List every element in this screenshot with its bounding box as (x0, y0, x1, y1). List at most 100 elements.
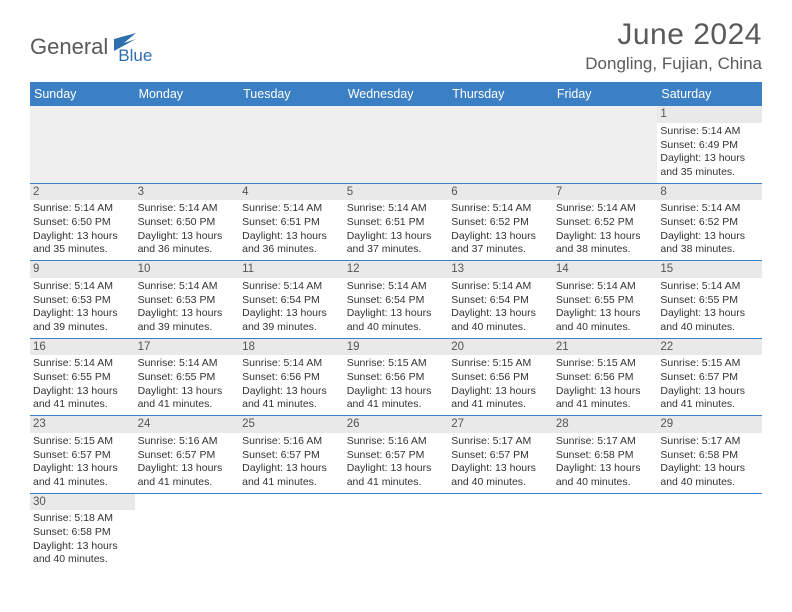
day-details: Sunrise: 5:17 AMSunset: 6:58 PMDaylight:… (556, 434, 655, 490)
day-details: Sunrise: 5:14 AMSunset: 6:53 PMDaylight:… (138, 279, 237, 335)
daylight-line: Daylight: 13 hours and 35 minutes. (33, 230, 132, 257)
day-details: Sunrise: 5:15 AMSunset: 6:56 PMDaylight:… (556, 356, 655, 412)
daylight-line: Daylight: 13 hours and 36 minutes. (242, 230, 341, 257)
weekday-header: Friday (553, 82, 658, 106)
sunrise-line: Sunrise: 5:14 AM (242, 357, 341, 371)
day-number: 3 (135, 184, 240, 201)
sunset-line: Sunset: 6:57 PM (660, 371, 759, 385)
sunrise-line: Sunrise: 5:14 AM (556, 202, 655, 216)
day-details: Sunrise: 5:14 AMSunset: 6:56 PMDaylight:… (242, 356, 341, 412)
day-number: 1 (657, 106, 762, 123)
day-number: 21 (553, 339, 658, 356)
daylight-line: Daylight: 13 hours and 41 minutes. (451, 385, 550, 412)
day-number: 2 (30, 184, 135, 201)
month-title: June 2024 (585, 18, 762, 52)
day-details: Sunrise: 5:14 AMSunset: 6:55 PMDaylight:… (33, 356, 132, 412)
day-details: Sunrise: 5:14 AMSunset: 6:52 PMDaylight:… (660, 201, 759, 257)
daylight-line: Daylight: 13 hours and 36 minutes. (138, 230, 237, 257)
calendar-cell: 23Sunrise: 5:15 AMSunset: 6:57 PMDayligh… (30, 416, 135, 494)
calendar-cell: 30Sunrise: 5:18 AMSunset: 6:58 PMDayligh… (30, 493, 135, 570)
daylight-line: Daylight: 13 hours and 41 minutes. (138, 385, 237, 412)
day-details: Sunrise: 5:18 AMSunset: 6:58 PMDaylight:… (33, 511, 132, 567)
sunset-line: Sunset: 6:58 PM (660, 449, 759, 463)
day-number: 12 (344, 261, 449, 278)
logo-text-blue: Blue (118, 28, 152, 66)
day-number: 27 (448, 416, 553, 433)
calendar-cell: 13Sunrise: 5:14 AMSunset: 6:54 PMDayligh… (448, 261, 553, 339)
calendar-cell (30, 106, 135, 183)
daylight-line: Daylight: 13 hours and 41 minutes. (242, 385, 341, 412)
page: General Blue June 2024 Dongling, Fujian,… (0, 0, 792, 588)
calendar-cell: 24Sunrise: 5:16 AMSunset: 6:57 PMDayligh… (135, 416, 240, 494)
sunset-line: Sunset: 6:56 PM (556, 371, 655, 385)
calendar-week: 16Sunrise: 5:14 AMSunset: 6:55 PMDayligh… (30, 338, 762, 416)
day-number: 20 (448, 339, 553, 356)
calendar-cell (448, 493, 553, 570)
day-details: Sunrise: 5:14 AMSunset: 6:53 PMDaylight:… (33, 279, 132, 335)
calendar-cell: 29Sunrise: 5:17 AMSunset: 6:58 PMDayligh… (657, 416, 762, 494)
daylight-line: Daylight: 13 hours and 40 minutes. (556, 462, 655, 489)
sunset-line: Sunset: 6:58 PM (33, 526, 132, 540)
calendar-cell: 1Sunrise: 5:14 AMSunset: 6:49 PMDaylight… (657, 106, 762, 183)
sunset-line: Sunset: 6:57 PM (451, 449, 550, 463)
daylight-line: Daylight: 13 hours and 40 minutes. (451, 307, 550, 334)
calendar-cell (239, 106, 344, 183)
calendar-cell (135, 493, 240, 570)
daylight-line: Daylight: 13 hours and 41 minutes. (347, 462, 446, 489)
weekday-header: Saturday (657, 82, 762, 106)
day-details: Sunrise: 5:14 AMSunset: 6:54 PMDaylight:… (347, 279, 446, 335)
day-details: Sunrise: 5:16 AMSunset: 6:57 PMDaylight:… (347, 434, 446, 490)
daylight-line: Daylight: 13 hours and 39 minutes. (138, 307, 237, 334)
calendar-week: 1Sunrise: 5:14 AMSunset: 6:49 PMDaylight… (30, 106, 762, 183)
sunrise-line: Sunrise: 5:14 AM (242, 280, 341, 294)
day-details: Sunrise: 5:14 AMSunset: 6:52 PMDaylight:… (556, 201, 655, 257)
day-number: 6 (448, 184, 553, 201)
sunset-line: Sunset: 6:55 PM (660, 294, 759, 308)
calendar-week: 23Sunrise: 5:15 AMSunset: 6:57 PMDayligh… (30, 416, 762, 494)
calendar-cell: 7Sunrise: 5:14 AMSunset: 6:52 PMDaylight… (553, 183, 658, 261)
day-number: 7 (553, 184, 658, 201)
day-number: 18 (239, 339, 344, 356)
daylight-line: Daylight: 13 hours and 40 minutes. (33, 540, 132, 567)
sunset-line: Sunset: 6:51 PM (347, 216, 446, 230)
calendar-cell: 16Sunrise: 5:14 AMSunset: 6:55 PMDayligh… (30, 338, 135, 416)
sunset-line: Sunset: 6:55 PM (33, 371, 132, 385)
sunrise-line: Sunrise: 5:16 AM (138, 435, 237, 449)
title-block: June 2024 Dongling, Fujian, China (585, 18, 762, 74)
calendar-cell: 12Sunrise: 5:14 AMSunset: 6:54 PMDayligh… (344, 261, 449, 339)
calendar-cell: 27Sunrise: 5:17 AMSunset: 6:57 PMDayligh… (448, 416, 553, 494)
calendar-cell (657, 493, 762, 570)
daylight-line: Daylight: 13 hours and 37 minutes. (347, 230, 446, 257)
sunset-line: Sunset: 6:51 PM (242, 216, 341, 230)
day-number: 22 (657, 339, 762, 356)
weekday-header: Monday (135, 82, 240, 106)
calendar-cell: 6Sunrise: 5:14 AMSunset: 6:52 PMDaylight… (448, 183, 553, 261)
sunrise-line: Sunrise: 5:14 AM (451, 202, 550, 216)
weekday-header: Thursday (448, 82, 553, 106)
calendar-cell (344, 106, 449, 183)
day-details: Sunrise: 5:15 AMSunset: 6:57 PMDaylight:… (660, 356, 759, 412)
day-number: 10 (135, 261, 240, 278)
calendar-cell: 26Sunrise: 5:16 AMSunset: 6:57 PMDayligh… (344, 416, 449, 494)
sunset-line: Sunset: 6:57 PM (242, 449, 341, 463)
sunset-line: Sunset: 6:53 PM (138, 294, 237, 308)
sunset-line: Sunset: 6:55 PM (138, 371, 237, 385)
sunrise-line: Sunrise: 5:15 AM (347, 357, 446, 371)
sunrise-line: Sunrise: 5:14 AM (451, 280, 550, 294)
calendar-week: 30Sunrise: 5:18 AMSunset: 6:58 PMDayligh… (30, 493, 762, 570)
day-number: 25 (239, 416, 344, 433)
day-details: Sunrise: 5:14 AMSunset: 6:51 PMDaylight:… (347, 201, 446, 257)
daylight-line: Daylight: 13 hours and 40 minutes. (451, 462, 550, 489)
sunrise-line: Sunrise: 5:15 AM (33, 435, 132, 449)
calendar-cell: 14Sunrise: 5:14 AMSunset: 6:55 PMDayligh… (553, 261, 658, 339)
sunrise-line: Sunrise: 5:16 AM (242, 435, 341, 449)
calendar-cell (344, 493, 449, 570)
calendar-cell (448, 106, 553, 183)
sunrise-line: Sunrise: 5:14 AM (138, 202, 237, 216)
daylight-line: Daylight: 13 hours and 41 minutes. (33, 385, 132, 412)
daylight-line: Daylight: 13 hours and 41 minutes. (347, 385, 446, 412)
calendar-cell: 9Sunrise: 5:14 AMSunset: 6:53 PMDaylight… (30, 261, 135, 339)
sunrise-line: Sunrise: 5:17 AM (660, 435, 759, 449)
day-number: 29 (657, 416, 762, 433)
sunrise-line: Sunrise: 5:17 AM (556, 435, 655, 449)
